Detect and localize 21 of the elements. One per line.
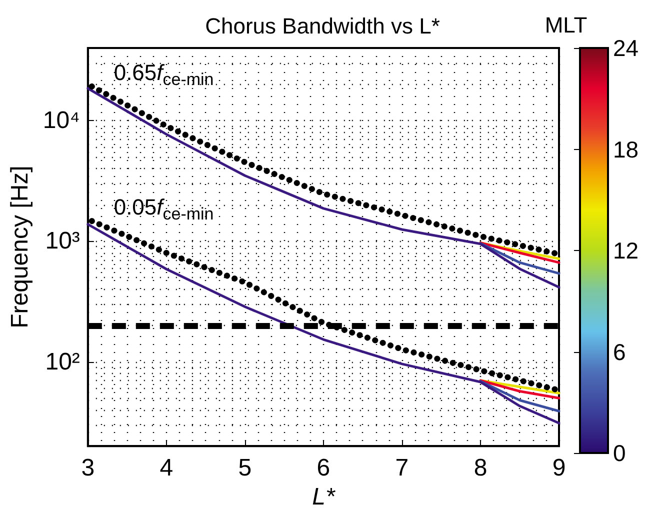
color-bar-label: 18 — [613, 136, 639, 162]
x-tick-label: 6 — [316, 454, 330, 482]
y-tick-label: 10² — [45, 348, 80, 376]
x-axis-title: L* — [312, 484, 336, 510]
color-bar-label: 0 — [613, 440, 626, 466]
color-bar-label: 24 — [613, 35, 639, 61]
chart-title: Chorus Bandwidth vs L* — [205, 14, 440, 38]
line-series — [86, 87, 560, 289]
line-series — [86, 223, 560, 424]
y-tick-label: 10³ — [45, 228, 80, 255]
color-bar-label: 12 — [613, 238, 639, 264]
x-tick-label: 8 — [474, 454, 488, 482]
x-tick-label: 3 — [81, 454, 95, 482]
x-tick-label: 5 — [238, 454, 252, 482]
y-tick-label: 10⁴ — [42, 107, 80, 134]
color-bar-label: 6 — [613, 338, 626, 365]
color-bar-title: MLT — [544, 12, 588, 38]
x-tick-label: 4 — [160, 454, 174, 482]
x-tick-label: 9 — [552, 454, 566, 482]
x-tick-label: 7 — [395, 454, 409, 482]
y-axis-title: Frequency [Hz] — [6, 166, 34, 328]
